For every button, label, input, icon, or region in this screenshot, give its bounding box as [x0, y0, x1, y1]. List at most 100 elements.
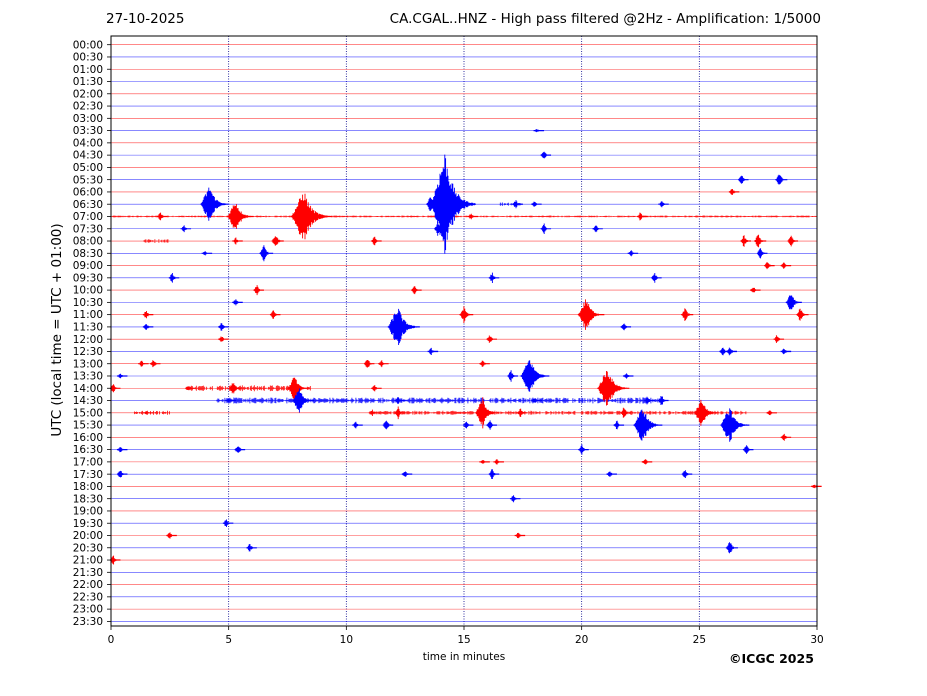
- seismic-event: [633, 409, 663, 441]
- seismic-event: [764, 262, 775, 270]
- y-tick-label: 00:30: [73, 52, 103, 64]
- seismic-event: [462, 421, 474, 429]
- seismic-event: [479, 360, 490, 367]
- seismic-event: [637, 212, 648, 221]
- copyright: ©ICGC 2025: [729, 651, 814, 666]
- seismic-event: [493, 459, 504, 465]
- noise-band: [143, 239, 170, 243]
- seismic-event: [606, 471, 617, 477]
- seismic-events: [109, 129, 822, 565]
- seismic-event: [766, 410, 777, 416]
- seismic-event: [627, 250, 639, 257]
- seismic-event: [287, 377, 309, 399]
- seismic-event: [488, 469, 500, 479]
- y-tick-label: 12:00: [73, 334, 103, 346]
- y-tick-label: 04:00: [73, 137, 103, 149]
- seismic-event: [512, 200, 523, 209]
- seismic-event: [185, 386, 196, 391]
- seismic-event: [726, 347, 737, 356]
- y-tick-label: 09:00: [73, 260, 103, 272]
- y-tick-label: 22:00: [73, 579, 103, 591]
- seismic-event: [533, 129, 545, 133]
- seismic-event: [234, 446, 246, 453]
- y-tick-label: 01:00: [73, 64, 103, 76]
- seismic-event: [658, 396, 669, 405]
- seismic-event: [363, 360, 375, 368]
- seismic-event: [427, 347, 439, 355]
- seismic-event: [740, 235, 751, 247]
- y-tick-label: 09:30: [73, 272, 103, 284]
- seismic-event: [787, 235, 799, 247]
- y-tick-label: 18:00: [73, 481, 103, 493]
- seismic-event: [201, 251, 213, 256]
- seismic-event: [229, 383, 242, 394]
- seismic-event: [368, 409, 380, 416]
- y-tick-label: 21:00: [73, 555, 103, 567]
- seismic-event: [514, 532, 526, 539]
- seismic-event: [486, 420, 497, 430]
- seismic-event: [531, 201, 542, 207]
- y-tick-label: 01:30: [73, 76, 103, 88]
- seismic-event: [578, 444, 589, 455]
- seismic-event: [371, 385, 382, 392]
- seismic-event: [387, 308, 420, 345]
- seismic-event: [371, 236, 382, 246]
- seismic-event: [222, 519, 234, 527]
- y-tick-label: 12:30: [73, 346, 103, 358]
- seismic-event: [756, 248, 768, 259]
- seismic-event: [775, 174, 788, 185]
- seismic-event: [259, 245, 274, 262]
- seismic-event: [142, 324, 154, 330]
- seismic-event: [109, 384, 121, 393]
- seismic-event: [517, 408, 528, 417]
- seismic-event: [728, 189, 740, 195]
- seismic-event: [467, 213, 479, 220]
- y-tick-label: 20:30: [73, 542, 103, 554]
- vertical-gridlines: [228, 36, 700, 626]
- y-tick-label: 03:30: [73, 125, 103, 137]
- seismic-event: [531, 398, 542, 403]
- seismic-event: [232, 299, 243, 306]
- y-tick-label: 10:00: [73, 285, 103, 297]
- y-tick-label: 11:00: [73, 309, 103, 321]
- seismic-event: [780, 348, 792, 355]
- y-tick-label: 13:30: [73, 371, 103, 383]
- seismic-event: [459, 306, 474, 323]
- y-tick-label: 21:30: [73, 567, 103, 579]
- seismic-event: [738, 175, 749, 184]
- seismic-event: [486, 335, 497, 343]
- seismic-event: [651, 273, 662, 283]
- seismic-event: [577, 299, 605, 330]
- y-tick-label: 04:30: [73, 150, 103, 162]
- seismic-event: [796, 308, 809, 321]
- seismic-event: [507, 370, 518, 382]
- y-tick-label: 11:30: [73, 322, 103, 334]
- y-axis-label: UTC (local time = UTC + 01:00): [49, 223, 65, 437]
- seismic-event: [394, 397, 406, 404]
- noise-band: [216, 397, 665, 404]
- seismic-event: [138, 360, 149, 367]
- seismic-event: [742, 445, 754, 454]
- seismic-event: [156, 212, 168, 221]
- plot-frame: [110, 35, 818, 627]
- seismic-event: [681, 308, 694, 321]
- seismic-event: [540, 223, 552, 234]
- y-tick-label: 23:30: [73, 616, 103, 628]
- seismic-event: [780, 262, 792, 269]
- x-tick-label: 0: [108, 634, 115, 646]
- x-tick-label: 15: [457, 634, 470, 646]
- seismic-event: [246, 544, 257, 552]
- seismic-event: [773, 335, 785, 343]
- seismic-event: [394, 406, 406, 420]
- seismic-event: [116, 373, 128, 379]
- y-axis-ticks: 00:0000:3001:0001:3002:0002:3003:0003:30…: [73, 39, 111, 628]
- seismic-event: [218, 336, 229, 342]
- x-tick-label: 30: [810, 634, 823, 646]
- seismic-event: [720, 408, 750, 442]
- y-tick-label: 02:00: [73, 88, 103, 100]
- y-tick-label: 14:00: [73, 383, 103, 395]
- seismic-event: [780, 433, 792, 441]
- seismic-event: [620, 407, 631, 418]
- x-tick-label: 25: [693, 634, 706, 646]
- seismic-event: [227, 204, 254, 229]
